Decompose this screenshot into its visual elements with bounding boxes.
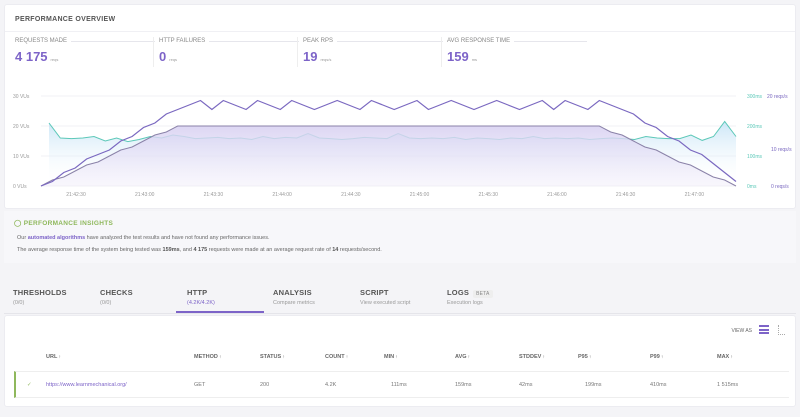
table-row[interactable] — [14, 371, 789, 398]
automated-algorithms-link[interactable]: automated algorithms — [27, 235, 86, 241]
stat-label: PEAK RPS — [303, 38, 443, 44]
divider — [153, 37, 154, 67]
y-right-ms-tick: 200ms — [747, 124, 763, 130]
stat-http-failures: HTTP FAILURES 0 reqs — [159, 38, 299, 64]
stat-unit: ms — [471, 57, 478, 62]
cell-min: 111ms — [391, 382, 407, 388]
stat-avg-response-time: AVG RESPONSE TIME 159 ms — [447, 38, 587, 64]
cell-avg: 159ms — [455, 382, 472, 388]
url-link[interactable]: https://www.learnmechanical.org/ — [46, 382, 127, 388]
x-tick: 21:44:00 — [272, 192, 292, 198]
col-count[interactable]: COUNT — [325, 354, 348, 360]
col-min[interactable]: MIN — [384, 354, 398, 360]
y-left-tick: 10 VUs — [13, 154, 30, 160]
stat-value: 0 — [159, 49, 167, 64]
divider — [297, 37, 298, 67]
stat-unit: reqs — [50, 57, 59, 62]
stat-unit: reqs — [169, 57, 178, 62]
tab-http[interactable]: HTTP (4.2K/4.2K) — [187, 288, 215, 306]
x-tick: 21:43:30 — [204, 192, 224, 198]
col-method[interactable]: METHOD — [194, 354, 221, 360]
x-tick: 21:43:00 — [135, 192, 155, 198]
x-tick: 21:47:00 — [685, 192, 705, 198]
stat-label: HTTP FAILURES — [159, 38, 299, 44]
x-tick: 21:45:30 — [478, 192, 498, 198]
insights-title-text: PERFORMANCE INSIGHTS — [23, 220, 114, 227]
reqs-line — [40, 99, 737, 187]
insights-line-2: The average response time of the system … — [17, 247, 382, 253]
cell-max: 1 515ms — [717, 382, 739, 388]
performance-insights: ◯︎ PERFORMANCE INSIGHTS Our automated al… — [4, 211, 796, 263]
active-tab-indicator — [176, 311, 264, 313]
x-tick: 21:42:30 — [66, 192, 86, 198]
tab-thresholds[interactable]: THRESHOLDS (0/0) — [13, 288, 67, 306]
y-right-ms-tick: 100ms — [747, 154, 763, 160]
y-right-reqs-tick: 0 reqs/s — [771, 184, 789, 190]
stat-label: AVG RESPONSE TIME — [447, 38, 587, 44]
list-view-icon[interactable] — [759, 325, 769, 334]
tab-logs[interactable]: LOGS BETA Execution logs — [447, 288, 493, 306]
cell-count: 4.2K — [325, 382, 337, 388]
cell-status: 200 — [260, 382, 270, 388]
col-p99[interactable]: P99 — [650, 354, 663, 360]
cell-stddev: 42ms — [519, 382, 533, 388]
y-right-reqs-tick: 10 reqs/s — [771, 147, 792, 153]
y-right-reqs-tick: 20 reqs/s — [767, 94, 788, 100]
performance-overview-card: PERFORMANCE OVERVIEW REQUESTS MADE 4 175 r… — [4, 4, 796, 209]
http-table: VIEW AS URL METHOD STATUS COUNT MIN AVG … — [4, 315, 796, 407]
tree-view-icon[interactable] — [778, 325, 785, 335]
divider — [441, 37, 442, 67]
y-right-ms-tick: 0ms — [747, 184, 757, 190]
divider — [5, 31, 795, 32]
check-icon: ✓ — [27, 382, 32, 388]
vus-line — [40, 125, 737, 187]
vus-area — [41, 126, 736, 186]
tab-checks[interactable]: CHECKS (0/0) — [100, 288, 133, 306]
stat-requests-made: REQUESTS MADE 4 175 reqs — [15, 38, 155, 64]
x-tick: 21:46:00 — [547, 192, 567, 198]
y-left-tick: 0 VUs — [13, 184, 27, 190]
col-status[interactable]: STATUS — [260, 354, 285, 360]
divider — [4, 313, 796, 314]
tab-analysis[interactable]: ANALYSIS Compare metrics — [273, 288, 315, 306]
overview-title: PERFORMANCE OVERVIEW — [15, 16, 116, 23]
check-circle-icon: ◯︎ — [14, 220, 22, 227]
view-as-label: VIEW AS — [731, 328, 752, 334]
beta-badge: BETA — [473, 290, 493, 298]
cell-method: GET — [194, 382, 206, 388]
performance-chart[interactable]: 0 VUs 10 VUs 20 VUs 30 VUs 0ms 100ms 200ms 300m… — [5, 87, 797, 207]
tab-script[interactable]: SCRIPT View executed script — [360, 288, 411, 306]
stat-value: 4 175 — [15, 49, 48, 64]
insights-title: ◯︎ PERFORMANCE INSIGHTS — [14, 219, 113, 227]
col-avg[interactable]: AVG — [455, 354, 470, 360]
col-p95[interactable]: P95 — [578, 354, 591, 360]
col-stddev[interactable]: STDDEV — [519, 354, 545, 360]
y-left-tick: 20 VUs — [13, 124, 30, 130]
x-tick: 21:46:30 — [616, 192, 636, 198]
x-tick: 21:44:30 — [341, 192, 361, 198]
col-url[interactable]: URL — [46, 354, 61, 360]
stat-value: 19 — [303, 49, 318, 64]
stat-value: 159 — [447, 49, 469, 64]
stat-unit: reqs/s — [320, 57, 332, 62]
y-right-ms-tick: 300ms — [747, 94, 763, 100]
stat-label: REQUESTS MADE — [15, 38, 155, 44]
stat-peak-rps: PEAK RPS 19 reqs/s — [303, 38, 443, 64]
cell-p95: 199ms — [585, 382, 602, 388]
insights-line-1: Our automated algorithms have analyzed t… — [17, 235, 270, 241]
y-left-tick: 30 VUs — [13, 94, 30, 100]
cell-p99: 410ms — [650, 382, 667, 388]
x-tick: 21:45:00 — [410, 192, 430, 198]
col-max[interactable]: MAX — [717, 354, 733, 360]
